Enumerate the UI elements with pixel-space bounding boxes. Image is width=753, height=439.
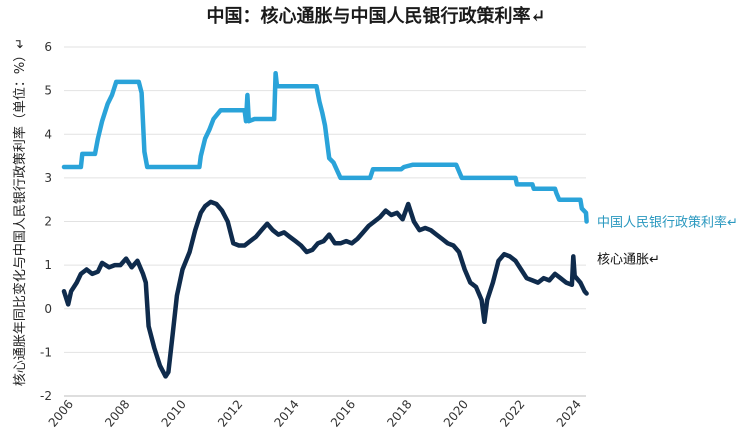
x-tick-labels: 2006 2008 2010 2012 2014 2016 2018 2020 2022 2024 (46, 397, 584, 429)
y-tick-label: 5 (44, 84, 52, 98)
x-tick-label: 2016 (328, 397, 358, 429)
y-tick-label: 1 (44, 258, 52, 272)
series-label-core-inflation: 核心通胀↵ (597, 252, 660, 267)
y-tick-label: 0 (44, 302, 52, 316)
grid-lines (64, 46, 586, 397)
series-line-policy-rate (61, 70, 589, 224)
x-tick-label: 2012 (215, 397, 245, 429)
series-labels: 中国人民银行政策利率↵ 核心通胀↵ (597, 215, 738, 268)
series-line-core-inflation (61, 199, 589, 379)
x-tick-label: 2018 (384, 397, 414, 429)
x-tick-label: 2010 (159, 397, 189, 429)
y-tick-label: 6 (44, 40, 52, 54)
y-tick-label: -2 (40, 389, 52, 403)
series-label-policy-rate: 中国人民银行政策利率↵ (597, 215, 738, 231)
x-tick-label: 2022 (497, 397, 527, 429)
chart-title: 中国：核心通胀与中国人民银行政策利率↵ (206, 5, 545, 27)
y-tick-label: 2 (44, 215, 52, 229)
y-tick-label: 4 (44, 127, 52, 141)
y-tick-label: -1 (40, 345, 52, 359)
series-lines (61, 70, 589, 379)
x-tick-label: 2008 (102, 397, 132, 429)
y-axis-label: 核心通胀年同比变化与中国人民银行政策利率（单位：%）↵ (12, 38, 28, 386)
y-tick-labels: 6 5 4 3 2 1 0 -1 -2 (40, 40, 52, 403)
x-tick-label: 2020 (441, 397, 471, 429)
x-tick-label: 2024 (554, 397, 584, 429)
x-tick-label: 2014 (271, 397, 301, 429)
y-tick-label: 3 (44, 171, 52, 185)
